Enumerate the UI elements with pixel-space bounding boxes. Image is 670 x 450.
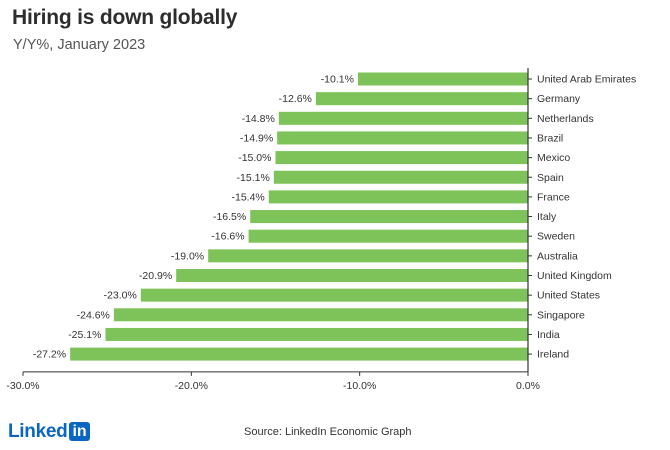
bar xyxy=(176,269,528,282)
data-label: -15.4% xyxy=(231,191,264,203)
category-label: Mexico xyxy=(537,152,570,164)
bar xyxy=(315,92,528,106)
x-tick-label: -20.0% xyxy=(175,380,208,392)
category-label: United Arab Emirates xyxy=(537,74,636,86)
bar xyxy=(113,308,529,322)
chart-title: Hiring is down globally xyxy=(12,6,238,29)
data-label: -15.0% xyxy=(238,152,271,164)
data-label: -16.6% xyxy=(211,231,244,243)
data-label: -19.0% xyxy=(171,250,204,262)
category-label: Australia xyxy=(537,250,578,262)
linkedin-logo: Linked in xyxy=(8,421,90,442)
bar xyxy=(278,111,528,125)
x-tick-label: -30.0% xyxy=(6,380,39,392)
bar xyxy=(275,151,528,165)
data-label: -12.6% xyxy=(279,93,312,105)
bar xyxy=(277,131,528,145)
bar xyxy=(208,249,528,263)
data-label: -25.1% xyxy=(68,329,101,341)
data-label: -16.5% xyxy=(213,211,246,223)
category-label: India xyxy=(537,329,560,341)
bar xyxy=(140,288,529,302)
source-note: Source: LinkedIn Economic Graph xyxy=(244,426,412,438)
chart-subtitle: Y/Y%, January 2023 xyxy=(13,37,146,53)
bar xyxy=(357,72,528,86)
category-label: United States xyxy=(537,290,600,302)
data-label: -14.8% xyxy=(242,113,275,125)
bar xyxy=(70,347,528,361)
category-label: France xyxy=(537,191,570,203)
category-label: Netherlands xyxy=(537,113,594,125)
category-label: Sweden xyxy=(537,231,575,243)
category-label: Ireland xyxy=(537,349,569,361)
category-label: Italy xyxy=(537,211,557,223)
data-label: -10.1% xyxy=(321,74,354,86)
data-label: -15.1% xyxy=(237,172,270,184)
category-label: Singapore xyxy=(537,309,585,321)
bar xyxy=(268,190,528,204)
bar xyxy=(273,170,528,184)
data-label: -24.6% xyxy=(77,309,110,321)
x-tick-label: 0.0% xyxy=(516,380,540,392)
data-label: -23.0% xyxy=(104,290,137,302)
logo-in-badge: in xyxy=(69,422,90,441)
data-label: -27.2% xyxy=(33,349,66,361)
logo-wordmark: Linked xyxy=(8,421,68,442)
category-label: Spain xyxy=(537,172,564,184)
bar xyxy=(105,327,528,341)
data-label: -20.9% xyxy=(139,270,172,282)
bar xyxy=(248,229,529,243)
category-label: Germany xyxy=(537,93,581,105)
data-label: -14.9% xyxy=(240,132,273,144)
x-tick-label: -10.0% xyxy=(343,380,376,392)
category-label: Brazil xyxy=(537,132,563,144)
bar xyxy=(250,210,528,224)
category-label: United Kingdom xyxy=(537,270,612,282)
